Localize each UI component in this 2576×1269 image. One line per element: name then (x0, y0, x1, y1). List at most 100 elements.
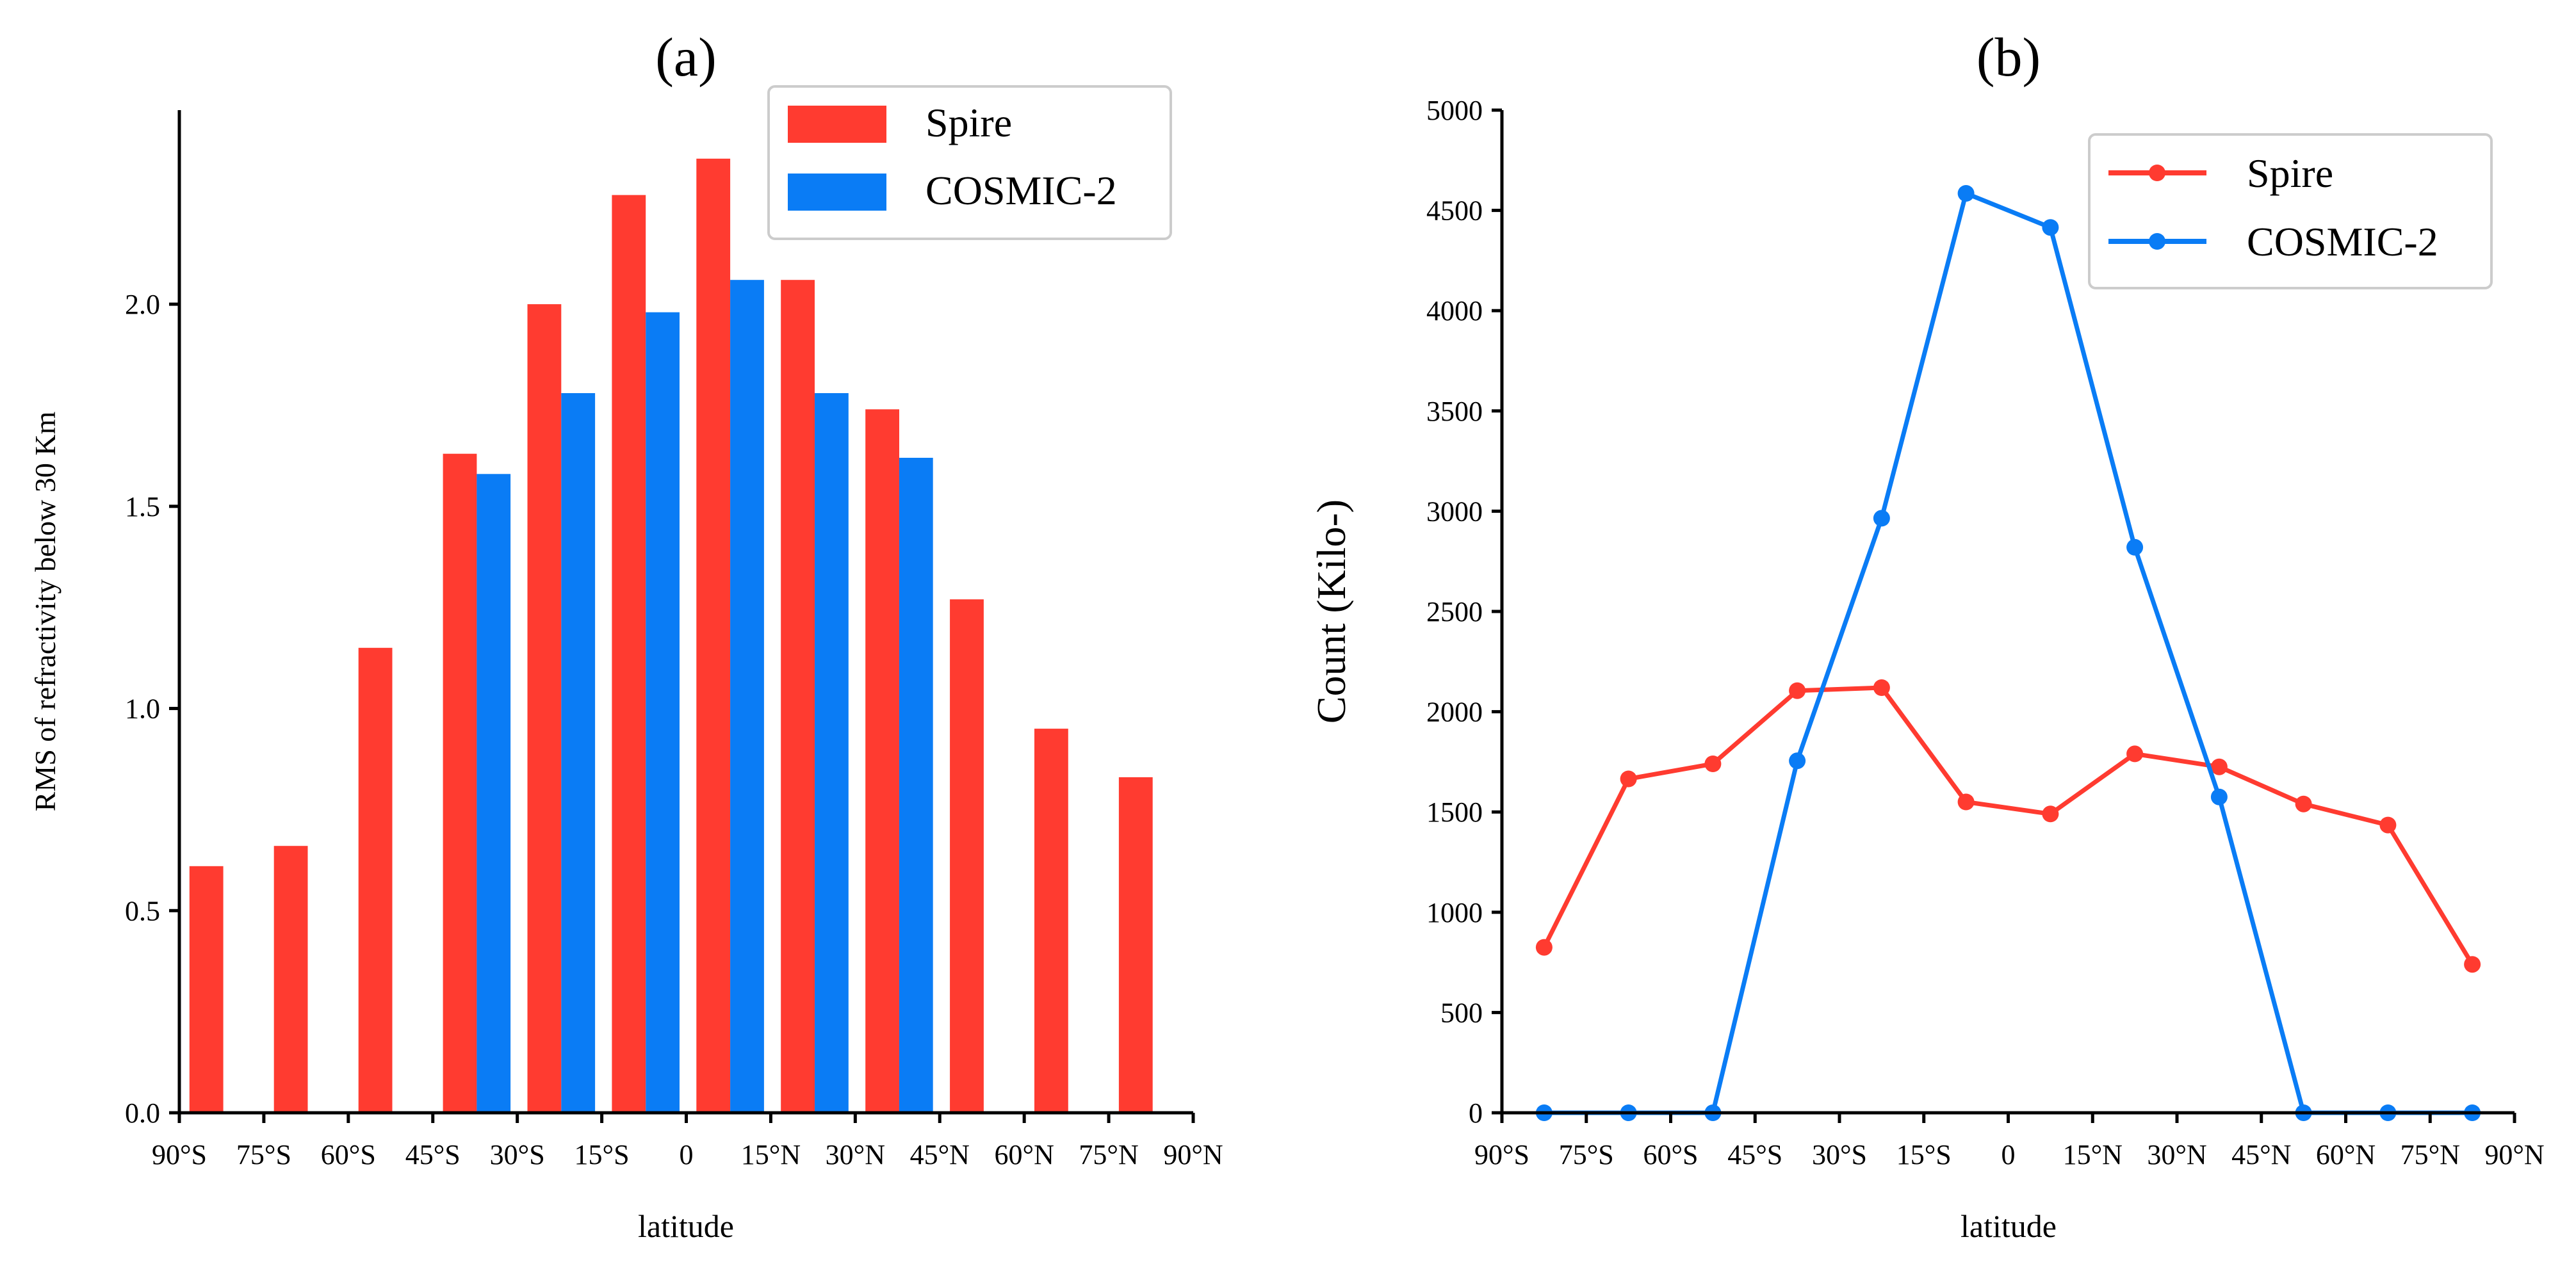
panel-a-x-tick-label: 60°N (994, 1139, 1054, 1170)
panel-b-y-tick-label: 2000 (1426, 697, 1483, 728)
bar-spire-7-5-n (696, 158, 731, 1113)
panel-b-legend-marker-cosmic2 (2149, 233, 2165, 250)
panel-a-y-tick-label: 1.0 (125, 693, 160, 725)
bar-spire-82-5-n (1118, 777, 1153, 1113)
bar-spire-7-5-s (612, 195, 646, 1113)
panel-a-y-tick-label: 1.5 (125, 491, 160, 522)
panel-a-legend-swatch-cosmic2 (788, 174, 886, 211)
panel-b-x-tick-label: 45°S (1727, 1139, 1782, 1170)
panel-b-x-ticks: 90°S 75°S 60°S 45°S 30°S 15°S 0 15°N 30°N 45°N 60°… (1474, 1113, 2545, 1170)
panel-a-bars (189, 158, 1153, 1113)
bar-spire-37-5-s (443, 453, 477, 1113)
point-cosmic-2-6 (2042, 219, 2059, 236)
point-spire-0 (1535, 939, 1553, 956)
panel-a-title: (a) (655, 26, 716, 88)
bar-spire-22-5-s (527, 304, 562, 1113)
panel-a-bar-chart: (a) 0.0 0.5 1.0 1.5 2.0 90°S 75°S 60°S 45°S 30°S… (29, 26, 1223, 1244)
panel-b-x-tick-label: 75°S (1559, 1139, 1614, 1170)
point-cosmic-2-3 (1789, 752, 1806, 770)
panel-a-x-tick-label: 30°S (490, 1139, 545, 1170)
bar-cosmic-2-37-5-n (899, 458, 933, 1113)
panel-a-x-axis-title: latitude (638, 1208, 734, 1244)
point-spire-2 (1704, 756, 1722, 772)
panel-b-x-tick-label: 45°N (2231, 1139, 2291, 1170)
panel-b-y-tick-label: 1500 (1426, 796, 1483, 828)
panel-b-legend: Spire COSMIC-2 (2088, 133, 2493, 289)
panel-a-y-tick-label: 2.0 (125, 289, 160, 320)
panel-a-legend-label-spire: Spire (925, 100, 1012, 145)
panel-a-x-tick-label: 60°S (321, 1139, 376, 1170)
point-spire-9 (2295, 795, 2312, 812)
point-spire-8 (2210, 758, 2228, 775)
point-spire-10 (2379, 816, 2397, 834)
bar-cosmic-2-37-5-s (477, 474, 511, 1113)
panel-a-y-tick-label: 0.5 (125, 895, 160, 926)
panel-b-y-tick-label: 3500 (1426, 396, 1483, 427)
bar-spire-67-5-s (273, 846, 308, 1113)
panel-b-y-tick-label: 4000 (1426, 295, 1483, 327)
panel-a-x-tick-label: 15°S (575, 1139, 630, 1170)
point-spire-3 (1789, 682, 1806, 699)
panel-a-x-tick-label: 75°S (236, 1139, 291, 1170)
bar-cosmic-2-22-5-n (815, 393, 849, 1113)
panel-b-x-tick-label: 60°N (2316, 1139, 2376, 1170)
bar-spire-37-5-n (865, 409, 899, 1113)
panel-a-x-tick-label: 75°N (1079, 1139, 1138, 1170)
panel-a-y-tick-label: 0.0 (125, 1097, 160, 1129)
panel-b-y-ticks: 0 500 1000 1500 2000 2500 3000 3500 4000 4500 5000 (1426, 95, 1502, 1129)
panel-a-x-tick-label: 15°N (741, 1139, 801, 1170)
panel-b-y-tick-label: 3000 (1426, 496, 1483, 527)
point-spire-6 (2042, 805, 2059, 823)
panel-a-x-tick-label: 45°N (910, 1139, 970, 1170)
point-cosmic-2-7 (2126, 538, 2144, 556)
panel-b-y-tick-label: 1000 (1426, 897, 1483, 928)
point-spire-1 (1620, 770, 1637, 788)
panel-b-y-tick-label: 500 (1440, 997, 1483, 1028)
panel-a-x-tick-label: 90°S (152, 1139, 207, 1170)
point-cosmic-2-8 (2210, 788, 2228, 805)
bar-spire-52-5-s (358, 647, 393, 1113)
panel-b-y-tick-label: 0 (1469, 1097, 1483, 1129)
panel-b-y-tick-label: 2500 (1426, 596, 1483, 627)
panel-a-x-tick-label: 0 (680, 1139, 694, 1170)
panel-b-x-tick-label: 15°S (1896, 1139, 1952, 1170)
point-spire-7 (2126, 745, 2144, 763)
panel-b-legend-label-cosmic2: COSMIC-2 (2247, 219, 2438, 264)
panel-b-legend-label-spire: Spire (2247, 150, 2333, 196)
panel-b-series (1535, 185, 2481, 1121)
panel-b-x-tick-label: 30°S (1812, 1139, 1867, 1170)
point-spire-11 (2464, 956, 2481, 973)
bar-cosmic-2-7-5-n (730, 280, 764, 1113)
panel-b-line-chart: (b) 0 500 1000 1500 2000 2500 3000 3500 4000 4500… (1308, 26, 2545, 1244)
point-spire-4 (1873, 679, 1890, 696)
panel-b-x-tick-label: 90°S (1474, 1139, 1529, 1170)
panel-b-x-tick-label: 30°N (2147, 1139, 2206, 1170)
line-cosmic-2 (1544, 191, 2473, 1115)
bar-spire-67-5-n (1034, 729, 1068, 1113)
bar-spire-22-5-n (781, 280, 815, 1113)
panel-a-x-tick-label: 90°N (1163, 1139, 1223, 1170)
panel-b-y-axis-title: Count (Kilo-) (1308, 499, 1354, 723)
panel-b-legend-marker-spire (2149, 165, 2165, 181)
panel-b-x-tick-label: 75°N (2401, 1139, 2460, 1170)
panel-b-x-tick-label: 0 (2001, 1139, 2016, 1170)
panel-b-x-tick-label: 15°N (2063, 1139, 2123, 1170)
panel-a-x-tick-label: 30°N (826, 1139, 885, 1170)
panel-a-y-ticks: 0.0 0.5 1.0 1.5 2.0 (125, 289, 179, 1129)
point-cosmic-2-4 (1873, 510, 1890, 527)
panel-a-legend-label-cosmic2: COSMIC-2 (925, 168, 1117, 213)
panel-a-legend-swatch-spire (788, 106, 886, 143)
bar-spire-82-5-s (189, 866, 224, 1113)
panel-b-y-tick-label: 5000 (1426, 95, 1483, 126)
bar-spire-52-5-n (950, 599, 984, 1113)
panel-a-x-ticks: 90°S 75°S 60°S 45°S 30°S 15°S 0 15°N 30°N 45°N 60°… (152, 1113, 1223, 1170)
panel-b-x-tick-label: 90°N (2484, 1139, 2544, 1170)
point-spire-5 (1957, 793, 1975, 811)
panel-b-title: (b) (1977, 26, 2041, 88)
bar-cosmic-2-7-5-s (646, 312, 680, 1113)
panel-a-legend: Spire COSMIC-2 (767, 85, 1172, 240)
point-cosmic-2-5 (1957, 185, 1975, 202)
line-spire (1542, 685, 2475, 966)
panel-a-y-axis-title: RMS of refractivity below 30 Km (29, 411, 61, 811)
